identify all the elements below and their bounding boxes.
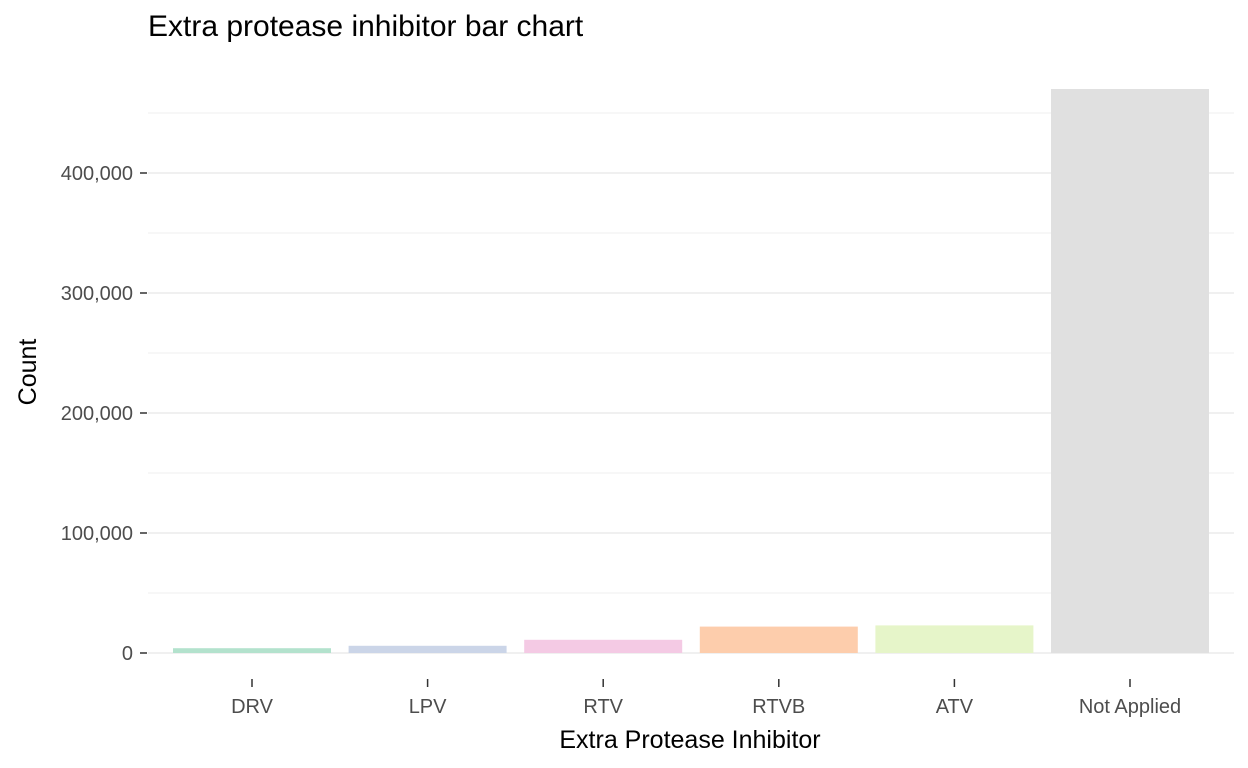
- y-axis-title: Count: [14, 339, 42, 406]
- bar-rtvb: [699, 626, 858, 653]
- bar-lpv: [348, 645, 507, 653]
- bars: [173, 89, 1209, 653]
- bar-drv: [173, 648, 331, 653]
- x-tick-label: ATV: [936, 696, 974, 718]
- y-tick-label: 300,000: [61, 283, 133, 305]
- x-tick-label: DRV: [231, 696, 274, 718]
- x-tick-label: Not Applied: [1079, 696, 1181, 718]
- chart-title: Extra protease inhibitor bar chart: [148, 10, 584, 43]
- bar-rtv: [524, 639, 683, 653]
- y-axis: 0 100,000 200,000 300,000 400,000: [61, 163, 147, 665]
- x-axis-title: Extra Protease Inhibitor: [559, 726, 820, 754]
- x-axis: DRV LPV RTV RTVB ATV Not Applied: [231, 679, 1181, 718]
- y-tick-label: 400,000: [61, 163, 133, 185]
- x-tick-label: LPV: [409, 696, 447, 718]
- bar-atv: [875, 625, 1034, 653]
- bar-not-applied: [1051, 89, 1209, 653]
- y-tick-label: 100,000: [61, 523, 133, 545]
- y-tick-label: 200,000: [61, 403, 133, 425]
- x-tick-label: RTVB: [752, 696, 805, 718]
- x-tick-label: RTV: [583, 696, 623, 718]
- y-tick-label: 0: [122, 643, 133, 665]
